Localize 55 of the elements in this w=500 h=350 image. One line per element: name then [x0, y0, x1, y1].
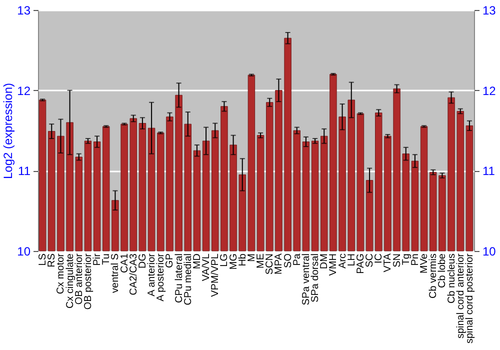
x-tick-label: VTA — [382, 253, 394, 272]
x-tick-label: LG — [219, 253, 230, 267]
x-tick-label: Hb — [237, 253, 248, 266]
x-tick-label: SO — [282, 253, 294, 268]
y-tick-label: 11 — [18, 164, 31, 178]
x-tick-label: Cb nucleus — [446, 254, 458, 304]
y2-tick-label: 13 — [482, 4, 496, 18]
y2-tick-label: 10 — [482, 244, 496, 258]
x-tick-label: Pir — [92, 252, 104, 266]
x-tick-label: PAG — [355, 253, 366, 274]
x-tick-label: ventral S — [110, 253, 122, 293]
x-tick-label: MG — [228, 253, 240, 270]
y2-tick-label: 12 — [482, 84, 496, 98]
y-tick-label: 12 — [17, 84, 31, 98]
x-tick-label: SCN — [264, 254, 276, 275]
x-tick-label: MVe — [419, 253, 430, 274]
x-tick-label: DG — [137, 253, 148, 268]
x-tick-label: IC — [374, 254, 385, 264]
x-tick-label: MD — [192, 254, 203, 270]
x-tick-label: CPu medial — [182, 254, 194, 306]
x-tick-label: spinal cord posterior — [464, 252, 476, 344]
x-tick-label: Tg — [400, 254, 412, 266]
x-tick-label: LS — [38, 253, 49, 266]
x-tick-label: VMH — [328, 254, 340, 276]
x-tick-label: Cx cingulate — [64, 253, 76, 309]
x-tick-label: Pa — [292, 253, 303, 266]
x-tick-label: Tu — [101, 254, 112, 265]
x-tick-label: A anterior — [146, 252, 158, 296]
x-tick-label: Cx motor — [56, 252, 67, 294]
y-tick-label: 10 — [17, 244, 31, 258]
x-tick-label: spinal cord anterior — [455, 252, 466, 339]
x-tick-label: CPu lateral — [174, 254, 185, 303]
x-tick-label: CA1 — [119, 253, 130, 273]
x-tick-label: M — [246, 254, 258, 262]
x-tick-label: SC — [364, 254, 376, 268]
x-tick-label: A posterior — [156, 252, 167, 302]
x-tick-label: CA2/CA3 — [128, 253, 140, 296]
x-tick-label: Cb lobe — [437, 253, 448, 288]
x-tick-label: VPM/VPL — [210, 253, 222, 297]
x-tick-label: Pn — [410, 254, 421, 266]
x-tick-label: GP — [164, 253, 176, 268]
y-axis-title: Log2 (expression) — [1, 82, 16, 180]
x-tick-label: SPa ventral — [300, 254, 312, 306]
x-tick-label: OB anterior — [74, 252, 85, 305]
y-tick-label: 13 — [17, 4, 31, 18]
y2-tick-label: 11 — [482, 164, 496, 178]
x-tick-label: SPa dorsal — [310, 254, 322, 302]
x-tick-label: ME — [256, 253, 267, 268]
x-tick-label: OB posterior — [82, 252, 94, 310]
x-tick-label: RS — [46, 253, 58, 268]
x-tick-label: LH — [346, 254, 358, 266]
x-tick-label: MPA — [274, 253, 285, 274]
x-tick-label: SN — [392, 254, 403, 268]
x-tick-label: DM — [319, 254, 330, 270]
x-tick-label: Arc — [337, 254, 348, 268]
